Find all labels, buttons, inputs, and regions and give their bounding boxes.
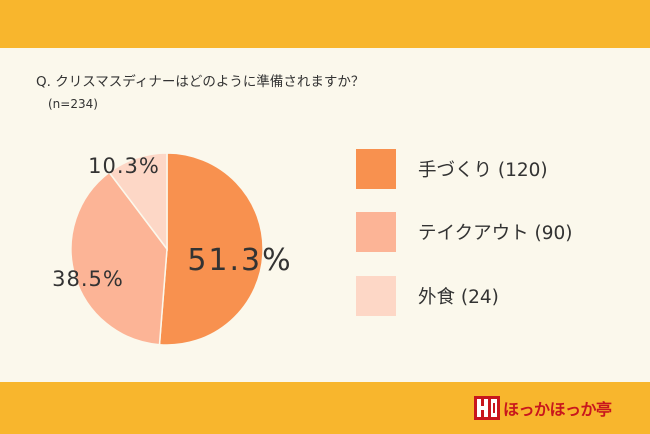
brand-logo: ほっかほっか亭 bbox=[474, 396, 612, 420]
legend-label-dine-out: 外食 (24) bbox=[418, 287, 499, 308]
percent-label-dine-out: 10.3% bbox=[88, 154, 160, 178]
legend-swatch-dine-out bbox=[356, 276, 396, 316]
percent-label-takeout: 38.5% bbox=[52, 267, 124, 291]
legend-label-takeout: テイクアウト (90) bbox=[418, 223, 573, 244]
bottom-banner bbox=[0, 382, 650, 434]
brand-mark-icon bbox=[474, 396, 500, 420]
pie-slice-homemade bbox=[158, 152, 264, 346]
top-banner bbox=[0, 0, 650, 48]
pie-slice-dine-out bbox=[108, 152, 168, 252]
legend-item-homemade: 手づくり (120) bbox=[356, 149, 548, 189]
percent-label-homemade: 51.3% bbox=[187, 243, 292, 278]
legend-item-takeout: テイクアウト (90) bbox=[356, 212, 573, 252]
question-title: Q. クリスマスディナーはどのように準備されますか？ bbox=[36, 74, 365, 90]
sample-size: (n=234) bbox=[48, 97, 98, 111]
brand-name: ほっかほっか亭 bbox=[503, 400, 612, 419]
legend-swatch-takeout bbox=[356, 212, 396, 252]
legend-swatch-homemade bbox=[356, 149, 396, 189]
pie-slice-takeout bbox=[70, 171, 168, 346]
legend-item-dine-out: 外食 (24) bbox=[356, 276, 499, 316]
legend-label-homemade: 手づくり (120) bbox=[418, 160, 548, 181]
